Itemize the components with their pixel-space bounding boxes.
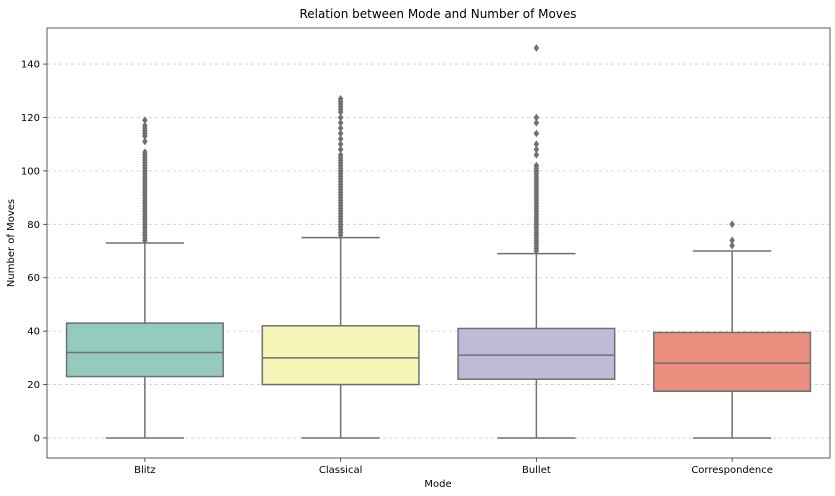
outlier-point [533, 118, 540, 127]
outlier-point [337, 145, 344, 154]
outlier-point [142, 121, 148, 130]
outlier-point [533, 145, 540, 154]
y-axis: 0 20 40 60 80 100 120 140 [21, 60, 47, 444]
x-tick-label: Correspondence [691, 465, 773, 476]
x-axis-label: Mode [424, 479, 451, 490]
outlier-point [337, 113, 344, 122]
x-tick-label: Blitz [134, 465, 156, 476]
iqr-box [65, 322, 224, 378]
outlier-point [337, 134, 344, 143]
y-tick-label: 20 [27, 380, 40, 391]
y-tick-label: 120 [21, 113, 40, 124]
y-tick-label: 100 [21, 166, 40, 177]
outlier-point [337, 94, 344, 103]
y-tick-label: 40 [27, 327, 40, 338]
outlier-point [729, 241, 735, 250]
outlier-point [337, 150, 344, 159]
outlier-point [142, 137, 148, 146]
outlier-point [337, 124, 344, 133]
y-tick-label: 60 [27, 273, 40, 284]
y-tick-label: 140 [21, 60, 40, 71]
box-plots [65, 44, 812, 439]
outlier-point [533, 140, 540, 149]
outlier-point [533, 150, 540, 159]
outlier-point [533, 161, 540, 170]
outlier-point [729, 220, 735, 229]
y-axis-label: Number of Moves [6, 199, 17, 287]
outlier-point [337, 140, 344, 149]
iqr-box [653, 331, 812, 392]
box-bullet [457, 44, 616, 439]
box-correspondence [653, 220, 812, 439]
outlier-point [533, 113, 540, 122]
outlier-point [729, 236, 735, 245]
iqr-box [261, 325, 420, 386]
outlier-point [533, 129, 540, 138]
plot-frame [46, 27, 831, 459]
box-classical [261, 94, 420, 439]
box-blitz [65, 116, 224, 439]
x-tick-label: Bullet [522, 465, 551, 476]
chart-title: Relation between Mode and Number of Move… [299, 7, 576, 21]
outlier-point [337, 129, 344, 138]
x-axis: Blitz Classical Bullet Correspondence [134, 458, 773, 476]
x-tick-label: Classical [319, 465, 363, 476]
iqr-box [457, 327, 616, 380]
outlier-point [142, 148, 148, 157]
outlier-point [337, 118, 344, 127]
y-tick-label: 0 [34, 433, 40, 444]
y-tick-label: 80 [27, 220, 40, 231]
outlier-point [142, 116, 148, 125]
outlier-point [533, 44, 540, 52]
grid-lines [47, 63, 830, 439]
